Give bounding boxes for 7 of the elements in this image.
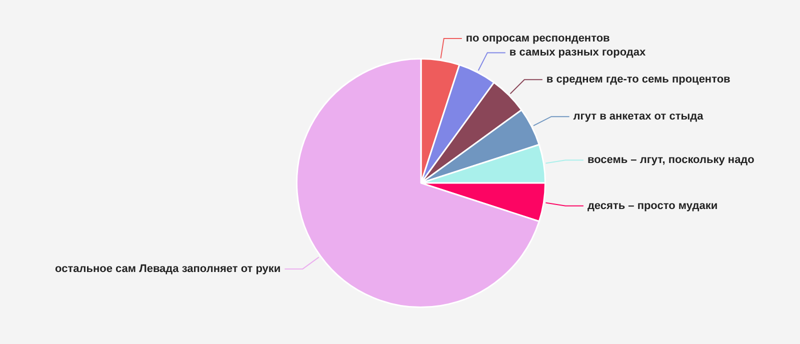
slice-label: десять – просто мудаки: [587, 200, 718, 212]
slice-label: остальное сам Левада заполняет от руки: [55, 262, 281, 275]
slice-label: восемь – лгут, поскольку надо: [587, 154, 755, 166]
slice-label: в самых разных городах: [509, 46, 646, 59]
slice-label: лгут в анкетах от стыда: [573, 110, 704, 123]
slice-label: в среднем где-то семь процентов: [546, 74, 731, 86]
slice-label: по опросам респондентов: [466, 32, 610, 45]
